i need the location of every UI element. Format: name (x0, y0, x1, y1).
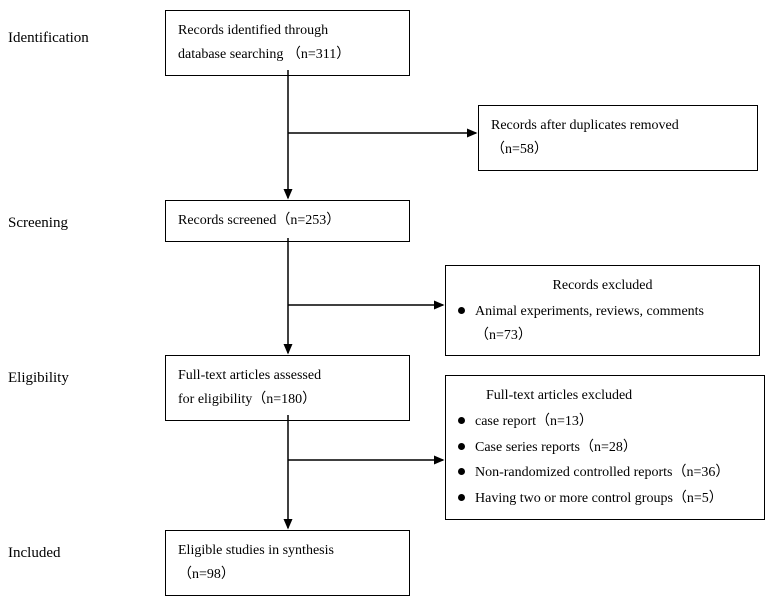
excluded2-item-text: Having two or more control groups（n=5） (475, 487, 723, 511)
bullet-icon (458, 307, 465, 314)
label-eligibility: Eligibility (8, 370, 69, 387)
identified-line2: database searching （n=311） (178, 43, 397, 67)
box-screened: Records screened（n=253） (165, 200, 410, 242)
box-excluded1: Records excluded Animal experiments, rev… (445, 265, 760, 356)
fulltext-line2: for eligibility（n=180） (178, 388, 397, 412)
bullet-icon (458, 494, 465, 501)
duplicates-line2: （n=58） (491, 138, 745, 162)
fulltext-line1: Full-text articles assessed (178, 364, 397, 388)
excluded1-note: Animal experiments, reviews, comments（n=… (475, 300, 747, 348)
bullet-icon (458, 468, 465, 475)
box-eligible: Eligible studies in synthesis （n=98） (165, 530, 410, 596)
excluded2-item: case report（n=13） (458, 410, 752, 434)
label-included: Included (8, 545, 60, 562)
box-duplicates: Records after duplicates removed （n=58） (478, 105, 758, 171)
excluded1-item: Animal experiments, reviews, comments（n=… (458, 300, 747, 348)
eligible-line2: （n=98） (178, 563, 397, 587)
box-fulltext: Full-text articles assessed for eligibil… (165, 355, 410, 421)
excluded2-item-text: Non-randomized controlled reports（n=36） (475, 461, 729, 485)
identified-line1: Records identified through (178, 19, 397, 43)
box-identified: Records identified through database sear… (165, 10, 410, 76)
label-identification: Identification (8, 30, 89, 47)
eligible-line1: Eligible studies in synthesis (178, 539, 397, 563)
excluded2-item-text: Case series reports（n=28） (475, 436, 637, 460)
excluded2-item-text: case report（n=13） (475, 410, 593, 434)
excluded1-title: Records excluded (458, 274, 747, 298)
excluded2-item: Having two or more control groups（n=5） (458, 487, 752, 511)
excluded2-item: Case series reports（n=28） (458, 436, 752, 460)
label-screening: Screening (8, 215, 68, 232)
excluded2-title: Full-text articles excluded (458, 384, 752, 408)
duplicates-line1: Records after duplicates removed (491, 114, 745, 138)
bullet-icon (458, 443, 465, 450)
bullet-icon (458, 417, 465, 424)
box-excluded2: Full-text articles excluded case report（… (445, 375, 765, 520)
excluded2-item: Non-randomized controlled reports（n=36） (458, 461, 752, 485)
